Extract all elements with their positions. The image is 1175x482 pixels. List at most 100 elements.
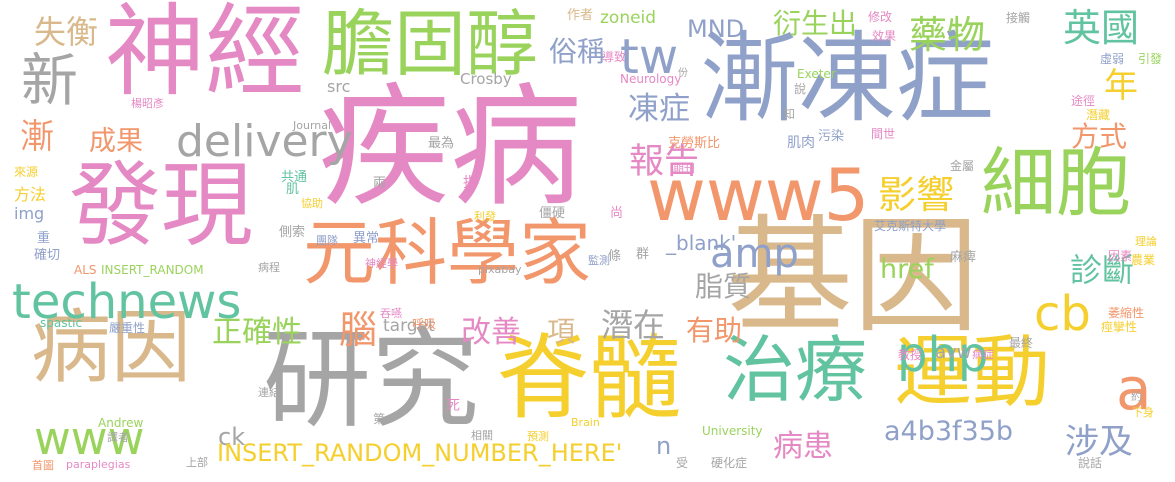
cloud-word: 運動 bbox=[894, 328, 1051, 418]
cloud-word: Exeter bbox=[797, 67, 836, 81]
cloud-word: 下身 bbox=[1132, 406, 1154, 419]
cloud-word: spastic bbox=[40, 316, 83, 330]
cloud-word: 英國 bbox=[1063, 6, 1140, 50]
cloud-word: 側索 bbox=[279, 225, 306, 240]
cloud-word: target bbox=[383, 316, 435, 336]
cloud-word: 艾克斯特大學 bbox=[874, 219, 947, 233]
cloud-word: 重 bbox=[37, 231, 51, 246]
cloud-word: tw bbox=[620, 29, 679, 85]
cloud-word: 衍生出 bbox=[773, 7, 858, 40]
cloud-word: 知 bbox=[783, 107, 796, 121]
cloud-word: 失衡 bbox=[34, 13, 99, 51]
cloud-word: 間世 bbox=[871, 127, 896, 141]
cloud-word: INSERT_RANDOM bbox=[101, 263, 204, 277]
cloud-word: 共通 bbox=[281, 170, 308, 185]
cloud-word: php bbox=[897, 327, 989, 383]
cloud-word: img bbox=[14, 204, 45, 223]
cloud-word: a4b3f35b bbox=[884, 416, 1014, 447]
cloud-word: 硬化症 bbox=[711, 456, 748, 470]
cloud-word: 修改 bbox=[868, 10, 893, 24]
cloud-word: cb bbox=[1034, 286, 1091, 342]
cloud-word: 潛在 bbox=[601, 306, 666, 344]
cloud-word: 說話 bbox=[1078, 456, 1103, 470]
cloud-word: 發現 bbox=[69, 152, 254, 259]
cloud-word: 約 bbox=[1131, 390, 1142, 403]
cloud-word: 有助 bbox=[686, 314, 743, 347]
cloud-word: 指 bbox=[463, 175, 477, 191]
cloud-word: 協助 bbox=[301, 197, 323, 210]
cloud-word: paraplegias bbox=[66, 458, 131, 471]
cloud-word: 首圖 bbox=[32, 459, 54, 472]
cloud-word: www5 bbox=[647, 153, 870, 237]
cloud-word: 正確性 bbox=[212, 315, 302, 350]
cloud-word: 連結 bbox=[258, 386, 280, 399]
cloud-word: 影響 bbox=[878, 173, 955, 217]
cloud-word: 確切 bbox=[34, 248, 61, 263]
cloud-word: avw bbox=[935, 342, 972, 363]
cloud-word: 因素 bbox=[1108, 249, 1133, 263]
cloud-word: 麻痺 bbox=[950, 250, 977, 265]
cloud-word: 呼吸 bbox=[412, 317, 437, 331]
cloud-word: 譯者 bbox=[107, 431, 129, 444]
cloud-word: src bbox=[327, 77, 351, 96]
cloud-word: 農業 bbox=[1131, 253, 1156, 267]
cloud-word: Journal bbox=[293, 119, 332, 132]
cloud-word: 診斷 bbox=[1070, 251, 1135, 289]
cloud-word: 途徑 bbox=[1071, 94, 1096, 108]
cloud-word: INSERT_RANDOM_NUMBER_HERE' bbox=[217, 439, 623, 467]
cloud-word: 教授 bbox=[898, 348, 923, 362]
cloud-word: 吞嚥 bbox=[380, 307, 402, 320]
cloud-word: href bbox=[880, 254, 934, 285]
cloud-word: n bbox=[656, 432, 672, 460]
cloud-word: 份 bbox=[678, 68, 688, 79]
cloud-word: 病症 bbox=[972, 348, 994, 361]
cloud-word: 疾病 bbox=[318, 71, 582, 225]
cloud-word: 涉及 bbox=[1065, 422, 1133, 462]
cloud-word: 嚴重性 bbox=[109, 321, 146, 335]
cloud-word: www bbox=[34, 412, 145, 465]
cloud-word: 接觸 bbox=[1006, 11, 1031, 25]
cloud-word: 脂質 bbox=[695, 270, 752, 303]
cloud-word: 最終 bbox=[1009, 336, 1034, 350]
cloud-word: 膽固醇 bbox=[322, 2, 539, 86]
cloud-word: 條 bbox=[608, 249, 622, 264]
cloud-word: 污染 bbox=[818, 129, 845, 144]
cloud-word: 監測 bbox=[588, 254, 610, 267]
cloud-word: 神經 bbox=[105, 0, 305, 110]
cloud-word: Brain bbox=[571, 416, 600, 429]
cloud-word: 導致 bbox=[602, 50, 627, 64]
cloud-word: 腦 bbox=[339, 308, 378, 352]
cloud-word: 上部 bbox=[186, 456, 208, 469]
cloud-word: 利發 bbox=[474, 210, 496, 223]
cloud-word: University bbox=[702, 424, 763, 438]
cloud-word: 成果 bbox=[89, 126, 143, 157]
cloud-word: Crosby bbox=[460, 70, 512, 88]
cloud-word: 萎縮性 bbox=[1108, 306, 1145, 320]
cloud-word: 新 bbox=[21, 48, 78, 114]
cloud-word: 改善 bbox=[461, 315, 521, 350]
cloud-word: 研究 bbox=[263, 318, 480, 443]
cloud-word: 治療 bbox=[723, 328, 868, 412]
cloud-word: 漸 bbox=[20, 117, 54, 157]
cloud-word: 效果 bbox=[872, 29, 897, 43]
cloud-word: 報告 bbox=[629, 142, 700, 182]
cloud-word: 死 bbox=[446, 398, 460, 414]
cloud-word: 兩 bbox=[373, 176, 387, 191]
cloud-word: pixabay bbox=[478, 263, 522, 276]
cloud-word: 虛弱 bbox=[1100, 52, 1125, 66]
cloud-word: 方法 bbox=[14, 185, 47, 204]
cloud-word: 肌 bbox=[286, 182, 300, 197]
cloud-word: 病患 bbox=[773, 429, 833, 464]
cloud-word: 尚 bbox=[610, 206, 624, 221]
cloud-word: 群 bbox=[636, 247, 650, 262]
cloud-word: 藥物 bbox=[909, 13, 986, 57]
cloud-word: 理論 bbox=[1135, 235, 1157, 248]
cloud-word: 預測 bbox=[527, 430, 549, 443]
cloud-word: 凍症 bbox=[628, 91, 690, 127]
cloud-word: a bbox=[1116, 355, 1152, 423]
cloud-word: ALS bbox=[74, 263, 97, 277]
cloud-word: 潛藏 bbox=[1086, 108, 1111, 122]
cloud-word: 細胞 bbox=[981, 139, 1132, 227]
cloud-word: 元科學家 bbox=[303, 211, 592, 295]
